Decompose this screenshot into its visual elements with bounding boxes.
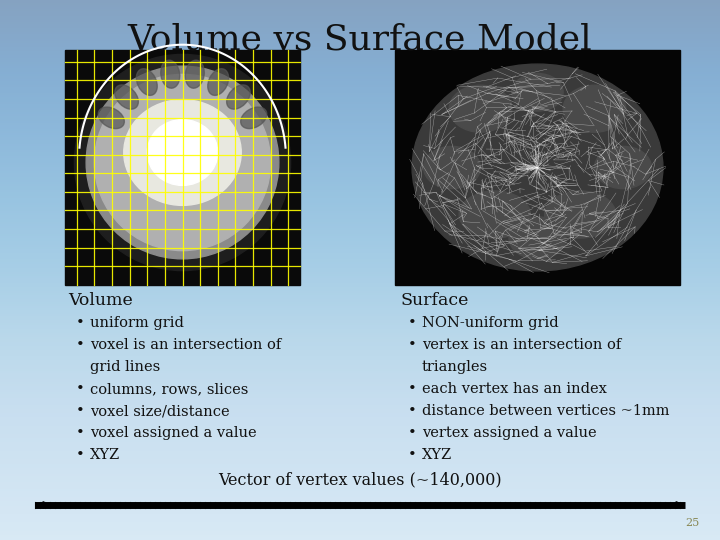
Text: columns, rows, slices: columns, rows, slices <box>90 382 248 396</box>
Text: •: • <box>76 426 85 440</box>
Text: voxel size/distance: voxel size/distance <box>90 404 230 418</box>
Text: •: • <box>408 382 417 396</box>
Text: XYZ: XYZ <box>90 448 120 462</box>
Ellipse shape <box>509 217 566 259</box>
Text: NON-uniform grid: NON-uniform grid <box>422 316 559 330</box>
Text: •: • <box>408 404 417 418</box>
Text: vertex assigned a value: vertex assigned a value <box>422 426 597 440</box>
Text: distance between vertices ~1mm: distance between vertices ~1mm <box>422 404 670 418</box>
Bar <box>65 50 300 285</box>
Ellipse shape <box>544 191 616 238</box>
Ellipse shape <box>423 146 480 188</box>
Ellipse shape <box>136 69 157 96</box>
Text: Surface: Surface <box>400 292 469 309</box>
Ellipse shape <box>124 99 241 205</box>
Ellipse shape <box>208 69 229 96</box>
Ellipse shape <box>512 73 563 111</box>
Text: •: • <box>408 426 417 440</box>
Ellipse shape <box>114 85 138 109</box>
Text: Volume: Volume <box>68 292 132 309</box>
Bar <box>395 50 680 285</box>
Text: •: • <box>408 316 417 330</box>
Text: uniform grid: uniform grid <box>90 316 184 330</box>
Text: triangles: triangles <box>422 360 488 374</box>
Text: voxel is an intersection of: voxel is an intersection of <box>90 338 282 352</box>
Text: grid lines: grid lines <box>90 360 161 374</box>
Ellipse shape <box>459 191 531 238</box>
Text: Volume vs Surface Model: Volume vs Surface Model <box>127 22 593 56</box>
Ellipse shape <box>227 85 251 109</box>
Bar <box>395 50 680 285</box>
Text: XYZ: XYZ <box>422 448 452 462</box>
Ellipse shape <box>449 85 512 132</box>
Text: each vertex has an index: each vertex has an index <box>422 382 607 396</box>
Text: •: • <box>76 448 85 462</box>
Ellipse shape <box>412 64 663 271</box>
Ellipse shape <box>74 55 291 271</box>
Text: 25: 25 <box>685 518 700 528</box>
Ellipse shape <box>148 119 217 185</box>
Text: •: • <box>408 448 417 462</box>
Ellipse shape <box>595 146 652 188</box>
Ellipse shape <box>161 60 180 88</box>
Text: voxel assigned a value: voxel assigned a value <box>90 426 256 440</box>
Ellipse shape <box>86 66 279 259</box>
Ellipse shape <box>563 85 626 132</box>
Text: •: • <box>76 316 85 330</box>
Ellipse shape <box>185 60 204 88</box>
Text: •: • <box>408 338 417 352</box>
Text: vertex is an intersection of: vertex is an intersection of <box>422 338 621 352</box>
Text: •: • <box>76 338 85 352</box>
Text: •: • <box>76 404 85 418</box>
Ellipse shape <box>98 107 125 129</box>
Text: Vector of vertex values (~140,000): Vector of vertex values (~140,000) <box>218 471 502 488</box>
Ellipse shape <box>240 107 267 129</box>
Text: •: • <box>76 382 85 396</box>
Ellipse shape <box>94 75 271 251</box>
